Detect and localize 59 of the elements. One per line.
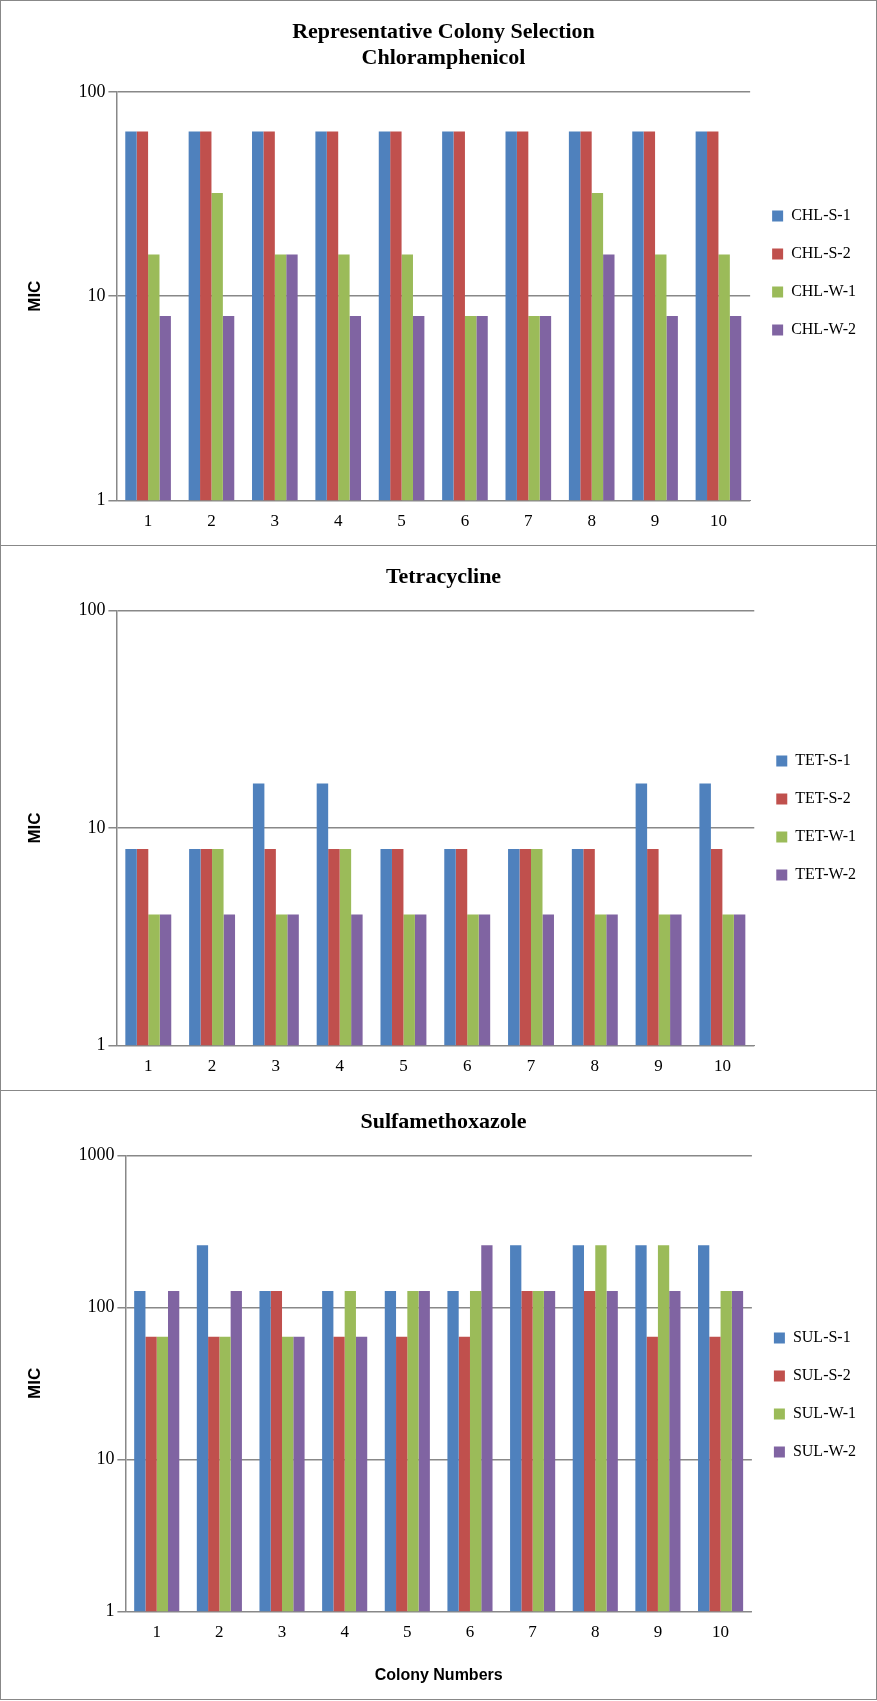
y-tick-label: 100 bbox=[78, 599, 106, 620]
chart-title: Representative Colony Selection Chloramphenicol bbox=[292, 17, 595, 70]
legend-label: TET-W-1 bbox=[795, 827, 857, 845]
x-tick-label: 8 bbox=[591, 1622, 600, 1642]
y-tick-label: 100 bbox=[87, 1296, 115, 1317]
x-tick-label: 9 bbox=[654, 1056, 663, 1076]
x-tick-label: 7 bbox=[528, 1622, 538, 1642]
y-axis-title: MIC bbox=[24, 1367, 44, 1399]
x-tick-label: 2 bbox=[207, 1056, 217, 1076]
legend-label: CHL-S-2 bbox=[791, 244, 851, 262]
y-tick-label: 1 bbox=[96, 1034, 106, 1055]
x-tick-label: 5 bbox=[397, 511, 406, 531]
x-tick-label: 8 bbox=[587, 511, 596, 531]
x-tick-label: 10 bbox=[709, 511, 727, 531]
x-tick-label: 7 bbox=[524, 511, 534, 531]
x-tick-label: 3 bbox=[277, 1622, 287, 1642]
x-tick-label: 6 bbox=[460, 511, 470, 531]
x-tick-label: 1 bbox=[143, 511, 153, 531]
x-tick-label: 7 bbox=[526, 1056, 536, 1076]
legend-label: SUL-S-1 bbox=[792, 1328, 851, 1346]
x-tick-label: 9 bbox=[653, 1622, 663, 1642]
legend-label: TET-S-2 bbox=[795, 789, 851, 807]
legend-label: SUL-W-2 bbox=[792, 1442, 857, 1460]
legend-label: CHL-W-2 bbox=[791, 320, 856, 338]
y-tick-label: 1 bbox=[105, 1600, 115, 1621]
x-tick-label: 9 bbox=[650, 511, 660, 531]
legend-label: SUL-W-1 bbox=[792, 1404, 857, 1422]
y-axis-title: MIC bbox=[24, 812, 44, 844]
x-tick-label: 10 bbox=[712, 1622, 730, 1642]
legend-label: CHL-S-1 bbox=[791, 206, 851, 224]
y-tick-label: 10 bbox=[87, 284, 106, 305]
legend-label: SUL-S-2 bbox=[792, 1366, 851, 1384]
x-tick-label: 10 bbox=[713, 1056, 731, 1076]
x-tick-label: 2 bbox=[207, 511, 216, 531]
y-tick-label: 100 bbox=[78, 80, 106, 101]
legend-label: TET-S-1 bbox=[795, 751, 851, 769]
legend-label: CHL-W-1 bbox=[791, 282, 856, 300]
y-axis-title: MIC bbox=[24, 280, 44, 312]
y-tick-label: 10 bbox=[87, 816, 106, 837]
legend-label: TET-W-2 bbox=[795, 865, 857, 883]
x-tick-label: 4 bbox=[335, 1056, 345, 1076]
x-tick-label: 5 bbox=[399, 1056, 408, 1076]
x-tick-label: 3 bbox=[271, 1056, 281, 1076]
x-tick-label: 5 bbox=[403, 1622, 412, 1642]
x-axis-title: Colony Numbers bbox=[374, 1665, 503, 1683]
x-tick-label: 1 bbox=[152, 1622, 161, 1642]
x-tick-label: 2 bbox=[215, 1622, 224, 1642]
x-tick-label: 4 bbox=[333, 511, 343, 531]
chart-title: Tetracycline bbox=[385, 562, 502, 588]
y-tick-label: 10 bbox=[96, 1448, 115, 1469]
x-tick-label: 8 bbox=[590, 1056, 600, 1076]
x-tick-label: 6 bbox=[465, 1622, 475, 1642]
x-tick-label: 1 bbox=[144, 1056, 153, 1076]
x-tick-label: 6 bbox=[462, 1056, 472, 1076]
x-tick-label: 4 bbox=[340, 1622, 350, 1642]
chart-title: Sulfamethoxazole bbox=[360, 1107, 527, 1133]
y-tick-label: 1000 bbox=[78, 1144, 115, 1165]
x-tick-label: 3 bbox=[270, 511, 280, 531]
y-tick-label: 1 bbox=[96, 489, 106, 510]
